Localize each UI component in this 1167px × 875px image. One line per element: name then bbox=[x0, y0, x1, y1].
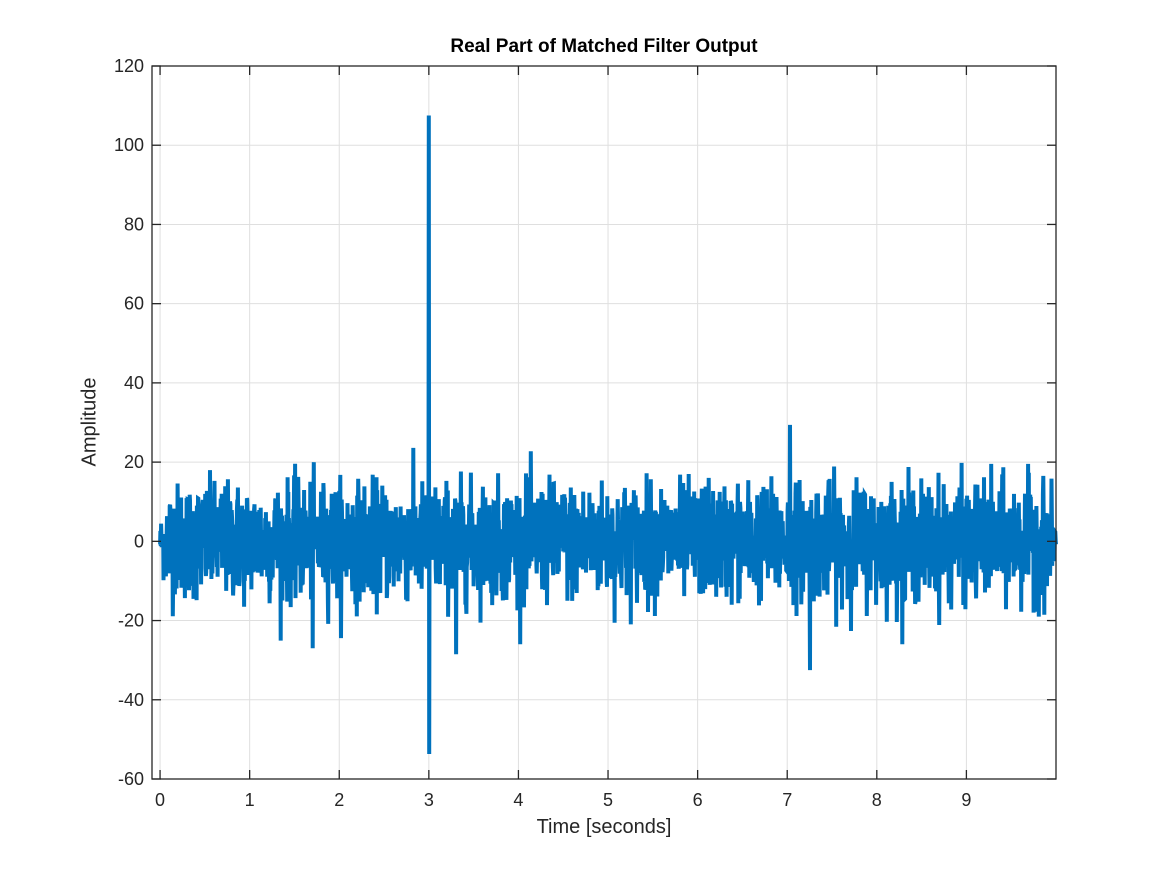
x-tick-label: 0 bbox=[155, 790, 165, 810]
x-tick-label: 4 bbox=[513, 790, 523, 810]
signal-path bbox=[158, 115, 1058, 755]
y-tick-label: 120 bbox=[114, 56, 144, 76]
y-axis-ticks: -60 -40 -20 0 20 40 60 80 100 120 bbox=[114, 56, 1056, 789]
y-tick-label: 100 bbox=[114, 135, 144, 155]
y-tick-label: 20 bbox=[124, 452, 144, 472]
axes-frame bbox=[151, 65, 1057, 780]
x-tick-label: 7 bbox=[782, 790, 792, 810]
y-axis-label: Amplitude bbox=[78, 377, 101, 467]
axes-box bbox=[151, 65, 1057, 780]
signal-line bbox=[158, 115, 1058, 755]
x-tick-label: 1 bbox=[245, 790, 255, 810]
y-tick-label: -40 bbox=[118, 690, 144, 710]
x-tick-label: 6 bbox=[693, 790, 703, 810]
chart-title: Real Part of Matched Filter Output bbox=[450, 36, 758, 57]
y-tick-label: 40 bbox=[124, 373, 144, 393]
x-tick-label: 8 bbox=[872, 790, 882, 810]
y-tick-label: -60 bbox=[118, 769, 144, 789]
x-tick-label: 3 bbox=[424, 790, 434, 810]
x-tick-label: 9 bbox=[961, 790, 971, 810]
y-tick-label: -20 bbox=[118, 611, 144, 631]
x-tick-label: 5 bbox=[603, 790, 613, 810]
y-tick-label: 0 bbox=[134, 531, 144, 551]
y-tick-label: 60 bbox=[124, 294, 144, 314]
grid-lines bbox=[152, 65, 1056, 780]
x-axis-ticks: 0 1 2 3 4 5 6 7 8 9 bbox=[155, 66, 971, 810]
y-tick-label: 80 bbox=[124, 214, 144, 234]
x-axis-label: Time [seconds] bbox=[536, 816, 672, 838]
x-tick-label: 2 bbox=[334, 790, 344, 810]
